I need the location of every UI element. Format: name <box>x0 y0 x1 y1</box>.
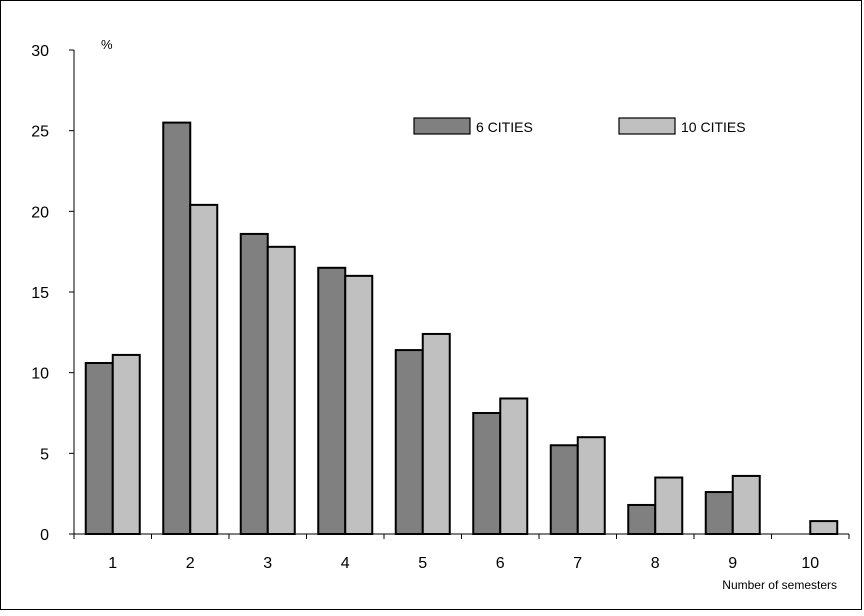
x-tick-label-2: 2 <box>186 555 195 572</box>
bar-10-cities-2 <box>189 203 219 535</box>
y-tick-label-20: 20 <box>31 204 49 221</box>
legend: 6 CITIES 10 CITIES <box>413 117 746 135</box>
x-tick-label-1: 1 <box>108 555 117 572</box>
x-tick-label-8: 8 <box>651 555 660 572</box>
bar-10-cities-9 <box>731 474 761 536</box>
x-tick-label-7: 7 <box>573 555 582 572</box>
legend-label-10-cities: 10 CITIES <box>681 119 746 135</box>
x-tick-label-5: 5 <box>418 555 427 572</box>
bar-10-cities-3 <box>266 245 296 535</box>
bar-6-cities-9 <box>704 491 734 536</box>
bar-10-cities-10 <box>809 520 839 535</box>
x-tick-label-3: 3 <box>263 555 272 572</box>
y-tick-label-15: 15 <box>31 285 49 302</box>
bar-6-cities-7 <box>549 444 579 535</box>
bars <box>84 121 839 536</box>
bar-10-cities-5 <box>421 332 451 535</box>
bar-10-cities-8 <box>654 476 684 535</box>
bar-6-cities-8 <box>627 503 657 535</box>
bar-10-cities-6 <box>499 397 529 536</box>
x-axis-label: Number of semesters <box>722 578 837 592</box>
legend-swatch-10-cities <box>618 117 676 135</box>
labels: 0 5 10 15 20 25 30 % 1 2 3 4 5 6 7 8 9 10 Number of semest… <box>31 37 837 592</box>
y-tick-label-0: 0 <box>40 527 49 544</box>
bar-10-cities-7 <box>576 436 606 536</box>
bar-10-cities-1 <box>111 353 141 536</box>
bar-6-cities-1 <box>84 361 114 535</box>
y-tick-label-30: 30 <box>31 43 49 60</box>
x-tick-label-9: 9 <box>728 555 737 572</box>
bar-6-cities-4 <box>317 266 347 535</box>
x-tick-label-10: 10 <box>801 555 819 572</box>
x-tick-label-4: 4 <box>341 555 350 572</box>
bar-10-cities-4 <box>344 274 374 535</box>
y-unit-label: % <box>101 37 113 52</box>
y-tick-label-10: 10 <box>31 366 49 383</box>
y-tick-label-5: 5 <box>40 446 49 463</box>
bar-6-cities-2 <box>162 121 192 535</box>
legend-label-6-cities: 6 CITIES <box>476 119 533 135</box>
x-tick-label-6: 6 <box>496 555 505 572</box>
y-tick-label-25: 25 <box>31 124 49 141</box>
bar-6-cities-6 <box>472 412 502 535</box>
bar-6-cities-5 <box>394 349 424 535</box>
bar-6-cities-3 <box>239 232 269 535</box>
legend-swatch-6-cities <box>413 117 471 135</box>
